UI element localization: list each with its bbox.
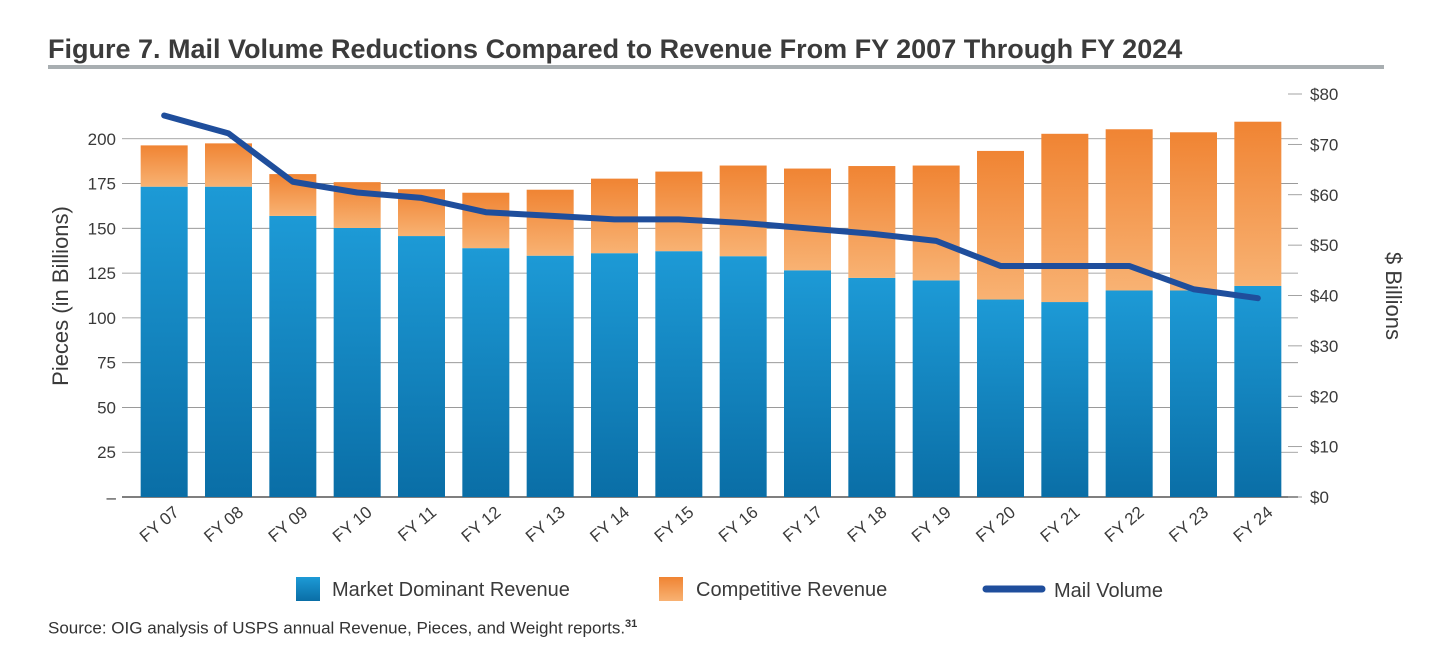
source-footnote: 31 — [625, 618, 638, 630]
right-tick-label: $0 — [1310, 488, 1329, 507]
bar-market-dominant — [655, 251, 703, 497]
mail-volume-line-group — [161, 112, 1261, 302]
x-tick-label: FY 23 — [1165, 503, 1212, 547]
right-tick-label: $80 — [1310, 85, 1338, 104]
x-tick-label: FY 24 — [1230, 503, 1277, 547]
bar-market-dominant — [848, 277, 896, 497]
right-tick-label: $60 — [1310, 186, 1338, 205]
x-tick-label: FY 18 — [844, 503, 891, 547]
x-tick-label: FY 13 — [522, 503, 569, 547]
x-tick-label: FY 16 — [715, 503, 762, 547]
right-axis-title: $ Billions — [1381, 252, 1406, 340]
bar-market-dominant — [205, 186, 252, 497]
x-tick-label: FY 22 — [1101, 503, 1148, 547]
bars — [140, 121, 1282, 497]
bar-competitive — [1234, 121, 1282, 286]
left-tick-label: 25 — [97, 443, 116, 462]
left-tick-label: – — [107, 488, 117, 507]
x-tick-label: FY 21 — [1037, 503, 1084, 547]
bar-market-dominant — [784, 270, 831, 497]
bar-competitive — [140, 145, 188, 187]
left-tick-label: 125 — [88, 264, 116, 283]
left-axis-title: Pieces (in Billions) — [48, 206, 73, 386]
bar-competitive — [655, 171, 703, 252]
x-tick-label: FY 10 — [329, 503, 376, 547]
bar-market-dominant — [333, 227, 381, 497]
bar-market-dominant — [1041, 302, 1089, 497]
figure-title: Figure 7. Mail Volume Reductions Compare… — [48, 34, 1183, 64]
bar-market-dominant — [1105, 290, 1153, 497]
bar-competitive — [205, 143, 252, 187]
bar-market-dominant — [140, 186, 188, 497]
right-axis-ticks: $0 $10 $20 $30 $40 $50 $60 $70 $80 — [1310, 85, 1338, 507]
legend-label-competitive: Competitive Revenue — [696, 579, 887, 601]
left-tick-label: 175 — [88, 175, 116, 194]
x-axis-ticks: FY 07 FY 08 FY 09 FY 10 FY 11 FY 12 FY 13 FY 14… — [136, 503, 1276, 547]
bar-market-dominant — [912, 280, 960, 497]
source-note: Source: OIG analysis of USPS annual Reve… — [48, 618, 637, 639]
left-tick-label: 150 — [88, 219, 116, 238]
bar-competitive — [1170, 132, 1217, 291]
right-tick-label: $50 — [1310, 236, 1338, 255]
bar-competitive — [977, 150, 1024, 300]
x-tick-label: FY 19 — [908, 503, 955, 547]
x-tick-label: FY 07 — [136, 503, 183, 547]
bar-market-dominant — [462, 248, 510, 497]
x-tick-label: FY 14 — [586, 503, 633, 547]
title-rule — [48, 65, 1384, 69]
legend-label-market-dominant: Market Dominant Revenue — [332, 579, 570, 601]
left-tick-label: 75 — [97, 354, 116, 373]
bar-market-dominant — [1234, 285, 1282, 497]
bar-market-dominant — [269, 215, 317, 497]
right-tick-label: $10 — [1310, 438, 1338, 457]
right-tick-label: $30 — [1310, 337, 1338, 356]
legend: Market Dominant Revenue Competitive Reve… — [296, 577, 1163, 602]
bar-market-dominant — [591, 253, 638, 497]
left-axis-ticks: – 25 50 75 100 125 150 175 200 — [88, 130, 117, 507]
mail-volume-line — [161, 112, 1261, 302]
legend-swatch-competitive — [659, 577, 683, 601]
x-tick-label: FY 15 — [651, 503, 698, 547]
legend-swatch-market-dominant — [296, 577, 320, 601]
bar-competitive — [1041, 133, 1089, 303]
bar-market-dominant — [977, 299, 1024, 497]
bar-competitive — [784, 168, 831, 271]
bar-competitive — [912, 165, 960, 281]
bar-competitive — [526, 189, 574, 256]
bar-competitive — [848, 166, 896, 278]
right-tick-label: $70 — [1310, 135, 1338, 154]
left-tick-label: 50 — [97, 398, 116, 417]
x-tick-label: FY 08 — [200, 503, 247, 547]
bar-market-dominant — [398, 236, 445, 497]
x-tick-label: FY 09 — [265, 503, 312, 547]
gridlines — [122, 93, 1302, 498]
x-tick-label: FY 12 — [458, 503, 505, 547]
right-tick-label: $20 — [1310, 387, 1338, 406]
right-tick-label: $40 — [1310, 287, 1338, 306]
x-tick-label: FY 20 — [972, 503, 1019, 547]
bar-market-dominant — [719, 256, 767, 497]
bar-market-dominant — [526, 255, 574, 497]
bar-market-dominant — [1170, 290, 1217, 497]
legend-label-mail-volume: Mail Volume — [1054, 580, 1163, 602]
x-tick-label: FY 11 — [394, 503, 440, 546]
x-tick-label: FY 17 — [779, 503, 826, 547]
bar-competitive — [462, 192, 510, 249]
left-tick-label: 100 — [88, 309, 116, 328]
bar-competitive — [719, 165, 767, 257]
left-tick-label: 200 — [88, 130, 116, 149]
source-text: Source: OIG analysis of USPS annual Reve… — [48, 618, 626, 638]
